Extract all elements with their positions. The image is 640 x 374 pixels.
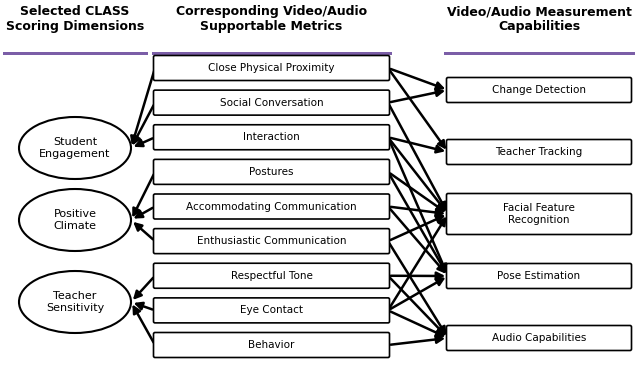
FancyBboxPatch shape <box>447 140 632 165</box>
Text: Respectful Tone: Respectful Tone <box>230 271 312 281</box>
Text: Enthusiastic Communication: Enthusiastic Communication <box>196 236 346 246</box>
Text: Pose Estimation: Pose Estimation <box>497 271 580 281</box>
Text: Postures: Postures <box>249 167 294 177</box>
FancyBboxPatch shape <box>154 332 390 358</box>
Text: Student
Engagement: Student Engagement <box>39 137 111 159</box>
Ellipse shape <box>19 271 131 333</box>
Text: Audio Capabilities: Audio Capabilities <box>492 333 586 343</box>
Text: Selected CLASS
Scoring Dimensions: Selected CLASS Scoring Dimensions <box>6 5 144 33</box>
FancyBboxPatch shape <box>154 125 390 150</box>
FancyBboxPatch shape <box>154 159 390 184</box>
Text: Corresponding Video/Audio
Supportable Metrics: Corresponding Video/Audio Supportable Me… <box>176 5 367 33</box>
Text: Video/Audio Measurement
Capabilities: Video/Audio Measurement Capabilities <box>447 5 632 33</box>
Ellipse shape <box>19 117 131 179</box>
FancyBboxPatch shape <box>447 77 632 102</box>
FancyBboxPatch shape <box>154 263 390 288</box>
FancyBboxPatch shape <box>154 298 390 323</box>
FancyBboxPatch shape <box>447 264 632 288</box>
Text: Accommodating Communication: Accommodating Communication <box>186 202 357 212</box>
Text: Eye Contact: Eye Contact <box>240 306 303 315</box>
Ellipse shape <box>19 189 131 251</box>
FancyBboxPatch shape <box>154 55 390 80</box>
Text: Interaction: Interaction <box>243 132 300 142</box>
Text: Facial Feature
Recognition: Facial Feature Recognition <box>503 203 575 225</box>
Text: Positive
Climate: Positive Climate <box>54 209 97 231</box>
FancyBboxPatch shape <box>154 229 390 254</box>
Text: Social Conversation: Social Conversation <box>220 98 323 108</box>
Bar <box>3 52 148 55</box>
Text: Teacher
Sensitivity: Teacher Sensitivity <box>46 291 104 313</box>
Text: Behavior: Behavior <box>248 340 294 350</box>
Text: Teacher Tracking: Teacher Tracking <box>495 147 582 157</box>
FancyBboxPatch shape <box>154 194 390 219</box>
Text: Close Physical Proximity: Close Physical Proximity <box>208 63 335 73</box>
Bar <box>444 52 635 55</box>
FancyBboxPatch shape <box>447 193 632 234</box>
Text: Change Detection: Change Detection <box>492 85 586 95</box>
Bar <box>152 52 392 55</box>
FancyBboxPatch shape <box>447 325 632 350</box>
FancyBboxPatch shape <box>154 90 390 115</box>
